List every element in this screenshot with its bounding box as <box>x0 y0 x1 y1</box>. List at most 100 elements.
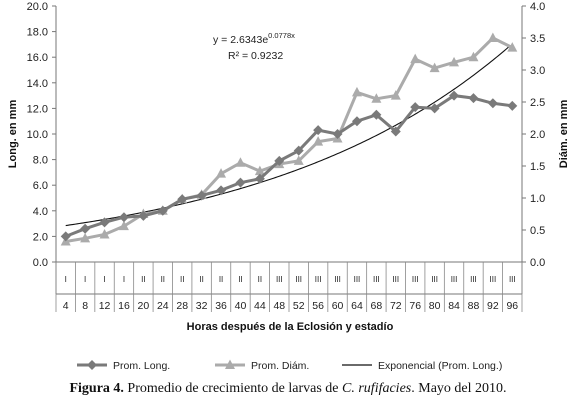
x-category-label: 80 <box>429 300 441 312</box>
x-category-label: 8 <box>82 300 88 312</box>
y-right-tick-label: 0.0 <box>530 257 545 269</box>
y-left-tick-label: 6.0 <box>33 180 48 192</box>
x-stage-label: III <box>354 275 361 284</box>
series-layer <box>60 32 518 246</box>
x-axis-title: Horas después de la Eclosión y estadío <box>187 321 394 333</box>
x-stage-label: III <box>431 275 438 284</box>
y-left-tick-label: 2.0 <box>33 231 48 243</box>
x-stage-label: III <box>295 275 302 284</box>
trend-equation: y = 2.6343e0.0778x R² = 0.9232 <box>213 31 295 62</box>
legend-label-diam: Prom. Diám. <box>251 360 309 372</box>
y-right-tick-label: 1.5 <box>530 161 545 173</box>
y-right-tick-label: 2.0 <box>530 129 545 141</box>
data-point-long <box>274 155 285 166</box>
data-point-long <box>118 212 129 223</box>
data-point-long <box>449 90 460 101</box>
data-point-long <box>80 223 91 234</box>
y-left-tick-label: 8.0 <box>33 155 48 167</box>
y-left-tick-label: 16.0 <box>27 52 48 64</box>
data-point-diam <box>118 220 129 231</box>
x-stage-label: II <box>258 275 262 284</box>
x-category-label: 72 <box>390 300 402 312</box>
x-category-label: 32 <box>196 300 208 312</box>
x-stage-label: III <box>276 275 283 284</box>
data-point-diam <box>487 32 498 42</box>
x-stage-label: I <box>84 275 86 284</box>
figure-caption: Figura 4. Promedio de crecimiento de lar… <box>0 381 576 397</box>
data-point-long <box>313 125 324 136</box>
legend: Prom. Long. Prom. Diám. Exponencial (Prom.… <box>77 359 502 372</box>
x-category-label: 28 <box>176 300 188 312</box>
y-left-tick-label: 18.0 <box>27 27 48 39</box>
data-point-long <box>138 210 149 221</box>
data-point-diam <box>235 157 246 167</box>
data-point-diam <box>429 62 440 73</box>
trendline-exponential <box>65 45 511 227</box>
caption-text: Promedio de crecimiento de larvas de <box>123 381 343 396</box>
series-line-long <box>65 94 513 238</box>
data-point-long <box>429 103 440 114</box>
data-point-long <box>371 109 382 120</box>
equation-text: y = 2.6343e0.0778x <box>213 31 295 46</box>
x-stage-label: III <box>373 275 380 284</box>
x-stage-label: I <box>65 275 67 284</box>
x-stage-label: III <box>470 275 477 284</box>
x-category-label: 68 <box>371 300 383 312</box>
data-point-long <box>254 173 265 184</box>
data-point-diam <box>507 42 518 52</box>
x-stage-label: III <box>490 275 497 284</box>
data-point-long <box>177 194 188 205</box>
data-point-long <box>410 102 421 113</box>
legend-label-long: Prom. Long. <box>113 360 170 372</box>
y-right-tick-label: 1.0 <box>530 193 545 205</box>
data-point-diam <box>99 228 110 239</box>
x-category-label: 12 <box>99 300 111 312</box>
x-stage-label: II <box>238 275 242 284</box>
y-right-tick-label: 2.5 <box>530 97 545 109</box>
data-point-long <box>216 185 227 196</box>
y-left-tick-label: 4.0 <box>33 206 48 218</box>
data-point-diam <box>313 136 324 146</box>
x-stage-label: III <box>392 275 399 284</box>
x-category-label: 44 <box>254 300 266 312</box>
plot-frame <box>55 6 523 295</box>
x-category-label: 20 <box>138 300 150 312</box>
x-stage-label: II <box>199 275 203 284</box>
x-category-label: 60 <box>332 300 344 312</box>
data-point-long <box>60 231 71 242</box>
data-point-long <box>235 177 246 188</box>
x-category-label: 84 <box>448 300 460 312</box>
x-category-label: 64 <box>351 300 363 312</box>
series-line-diam <box>65 36 513 244</box>
caption-text-end: . Mayo del 2010. <box>411 381 507 396</box>
legend-marker-long <box>87 360 97 370</box>
x-category-label: 88 <box>468 300 480 312</box>
data-point-long <box>390 126 401 137</box>
x-category-label: 76 <box>409 300 421 312</box>
x-category-label: 48 <box>273 300 285 312</box>
y-left-tick-label: 20.0 <box>27 1 48 13</box>
x-category-label: 36 <box>215 300 227 312</box>
y-left-tick-label: 10.0 <box>27 129 48 141</box>
data-point-long <box>351 116 362 127</box>
y-right-tick-label: 0.5 <box>530 225 545 237</box>
y-right-tick-label: 3.5 <box>530 33 545 45</box>
y-right-tick-label: 4.0 <box>530 1 545 13</box>
x-category-label: 16 <box>118 300 130 312</box>
x-stage-label: II <box>219 275 223 284</box>
y-axis-left-title: Long. en mm <box>7 100 19 169</box>
data-point-diam <box>449 56 460 67</box>
x-stage-label: III <box>412 275 419 284</box>
x-stage-label: III <box>334 275 341 284</box>
data-point-diam <box>293 155 304 165</box>
data-point-diam <box>216 168 227 178</box>
y-axis-right-title: Diám. en mm <box>558 100 570 169</box>
y-axis-right: 0.0 0.5 1.0 1.5 2.0 2.5 3.0 3.5 4.0 <box>522 1 545 269</box>
x-category-label: 96 <box>506 300 518 312</box>
y-left-tick-label: 0.0 <box>33 257 48 269</box>
data-point-diam <box>390 90 401 100</box>
data-point-long <box>487 98 498 109</box>
data-point-diam <box>80 232 91 243</box>
x-category-label: 52 <box>293 300 305 312</box>
data-point-diam <box>468 51 479 62</box>
